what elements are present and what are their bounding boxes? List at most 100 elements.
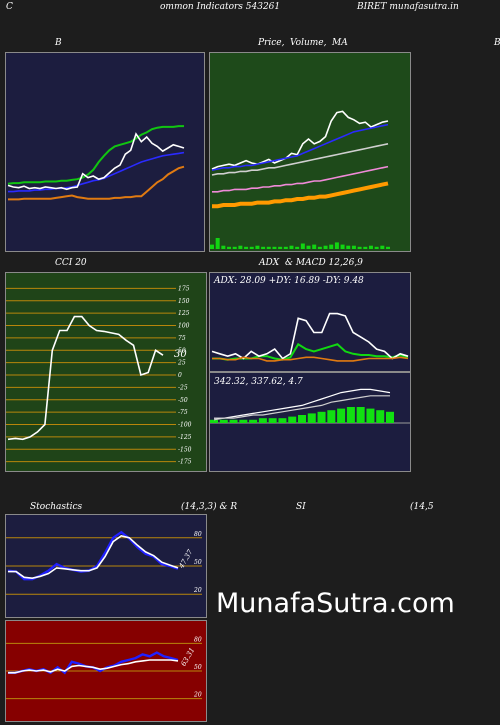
adx-chart	[211, 312, 409, 362]
macd-histogram-bar	[366, 408, 375, 423]
price-title-b: Volume,	[290, 38, 327, 48]
stochastics-tick-label: 80	[194, 531, 202, 538]
volume-bar	[289, 245, 294, 249]
macd-histogram-bar	[356, 407, 365, 423]
cci-tick-label: -150	[178, 446, 192, 453]
header-right: BIRET munafasutra.in	[357, 2, 459, 12]
price-title-a: Price,	[258, 38, 285, 48]
volume-bar	[272, 246, 277, 249]
cci-tick-label: -50	[178, 397, 188, 404]
cci-tick-label: 100	[178, 323, 190, 330]
macd-histogram-bar	[249, 419, 258, 423]
macd-macd-line	[214, 388, 391, 419]
cci-panel: 175 150 125 100 75 50 25 0 -25 -50 -75 -100 -125 -150…	[5, 272, 207, 472]
rsi-signal-line	[8, 659, 179, 674]
macd-histogram-bar	[219, 419, 228, 423]
volume-bar	[227, 246, 232, 249]
cci-tick-label: 125	[178, 310, 190, 317]
price_volume_ma-ma_long-line	[212, 181, 389, 209]
price-panel	[209, 52, 411, 252]
cci-tick-label: 75	[178, 335, 186, 342]
cci-tick-label: 175	[178, 285, 190, 292]
macd-histogram-bar	[346, 407, 355, 423]
volume-bar	[351, 245, 356, 249]
macd-histogram-bar	[327, 410, 336, 423]
cci-tick-label: -100	[178, 422, 192, 429]
bollinger-panel	[5, 52, 205, 252]
price_volume_ma-price-line	[211, 110, 389, 170]
macd-histogram-bar	[239, 419, 248, 423]
macd-histogram-bar	[298, 415, 306, 423]
cci-tick-label: 25	[177, 360, 186, 367]
adx-title-b: & MACD 12,26,9	[285, 258, 363, 268]
right-edge-title: B	[494, 38, 500, 48]
header-center: ommon Indicators 543261	[160, 2, 281, 12]
price_volume_ma-ma_slow-line	[212, 165, 389, 193]
macd-histogram-bar	[229, 419, 238, 423]
bollinger-title: B	[55, 38, 62, 48]
volume-bar	[357, 246, 362, 249]
rsi-tick-label: 20	[193, 692, 202, 699]
volume-bar	[363, 246, 368, 249]
cci-line	[7, 315, 164, 441]
rsi-chart: 80 50 20	[6, 636, 202, 700]
header-left: C	[6, 2, 13, 12]
bollinger-chart	[7, 125, 185, 201]
volume-bar	[374, 246, 379, 249]
cci-tick-label: 0	[178, 372, 182, 379]
macd-panel: 342.32, 337.62, 4.7	[209, 372, 411, 472]
macd-histogram-bar	[317, 411, 326, 423]
stoch-title-c: SI	[296, 502, 306, 512]
macd-histogram-bar	[268, 418, 277, 423]
bollinger-lower-line	[8, 165, 185, 201]
cci-chart: 175 150 125 100 75 50 25 0 -25 -50 -75 -100 -125 -150…	[6, 285, 192, 466]
volume-bar	[221, 245, 226, 249]
stochastics-d-line	[8, 535, 179, 580]
bollinger-price-line	[7, 132, 185, 191]
macd-histogram-bar	[337, 408, 346, 423]
volume-bar	[334, 242, 339, 249]
volume-bar	[255, 245, 260, 249]
volume-bar	[312, 244, 317, 249]
rsi-tick-label: 80	[194, 636, 202, 643]
macd-histogram-bar	[258, 418, 267, 423]
adx-readout: ADX: 28.09 +DY: 16.89 -DY: 9.48	[214, 276, 364, 286]
macd-histogram-bar	[376, 410, 385, 423]
cci-tick-label: -125	[178, 434, 192, 441]
adx-title-a: ADX	[259, 258, 280, 268]
volume-bar	[295, 246, 300, 249]
cci-tick-label: -175	[178, 459, 192, 466]
price-chart	[210, 110, 390, 249]
macd-signal-line	[213, 395, 390, 421]
watermark: MunafaSutra.com	[216, 588, 455, 619]
volume-bar	[380, 245, 385, 249]
adx-panel: ADX: 28.09 +DY: 16.89 -DY: 9.48	[209, 272, 411, 372]
volume-bar	[306, 245, 311, 249]
stoch-title-d: (14,5	[410, 502, 434, 512]
cci-tick-label: -25	[178, 384, 188, 391]
stoch-title-b: (14,3,3) & R	[181, 502, 238, 512]
macd-histogram-bar	[386, 411, 394, 423]
volume-bar	[244, 246, 249, 249]
volume-bar	[249, 246, 254, 249]
volume-bar	[278, 246, 283, 249]
volume-bar	[386, 246, 390, 249]
volume-bar	[368, 245, 373, 249]
macd-histogram-bar	[278, 418, 287, 423]
bollinger-middle-line	[8, 151, 185, 193]
macd-histogram-bar	[307, 413, 316, 423]
macd-chart	[210, 388, 410, 424]
stochastics-chart: 80 50 20	[6, 530, 202, 595]
volume-bar	[340, 244, 345, 249]
cci-value: 30	[174, 349, 187, 360]
volume-bar	[215, 238, 220, 249]
volume-bar	[323, 245, 328, 249]
volume-bar	[346, 245, 351, 249]
adx-adx-line	[212, 342, 409, 361]
volume-bar	[266, 246, 271, 249]
stochastics-tick-label: 50	[194, 559, 202, 566]
cci-tick-label: 50	[178, 347, 186, 354]
price-title-c: MA	[332, 38, 348, 48]
cci-title: CCI 20	[55, 258, 87, 268]
rsi-panel: 80 50 20 63.31	[5, 620, 207, 722]
